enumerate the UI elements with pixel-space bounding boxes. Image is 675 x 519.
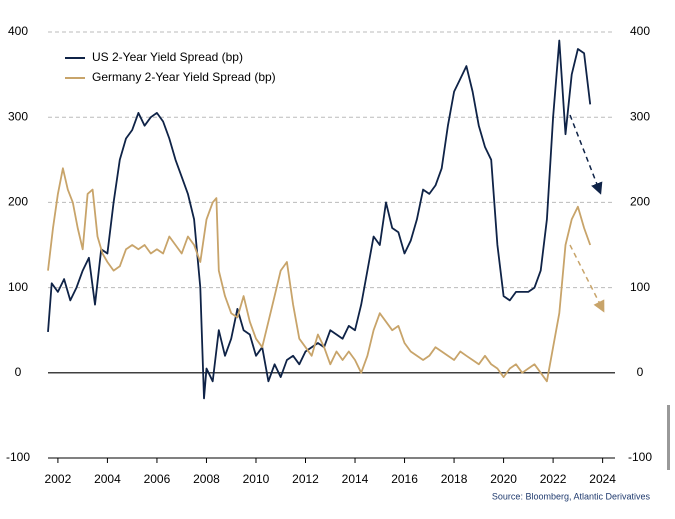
y-tick-label: 200 (8, 195, 28, 209)
y-tick-label: 300 (8, 109, 28, 123)
x-tick-label: 2006 (144, 472, 171, 486)
source-note: Source: Bloomberg, Atlantic Derivatives (492, 491, 651, 501)
x-tick-label: 2022 (540, 472, 567, 486)
x-tick-label: 2010 (243, 472, 270, 486)
forecast-arrow (569, 244, 605, 313)
y2-tick-label: 200 (630, 195, 650, 209)
y2-tick-label: 0 (637, 365, 644, 379)
legend-label: Germany 2-Year Yield Spread (bp) (92, 70, 276, 84)
legend-label: US 2-Year Yield Spread (bp) (92, 50, 243, 64)
x-tick-label: 2008 (193, 472, 220, 486)
x-tick-label: 2024 (589, 472, 616, 486)
forecast-arrow (569, 114, 603, 195)
x-tick-label: 2004 (94, 472, 121, 486)
decor-bar (667, 405, 670, 470)
x-tick-label: 2016 (391, 472, 418, 486)
y2-tick-label: 100 (630, 280, 650, 294)
y2-tick-label: 300 (630, 109, 650, 123)
y2-tick-label: 400 (630, 24, 650, 38)
x-tick-label: 2002 (45, 472, 72, 486)
series-line (47, 39, 592, 400)
y2-tick-label: -100 (628, 450, 652, 464)
y-tick-label: 400 (8, 24, 28, 38)
x-tick-label: 2012 (292, 472, 319, 486)
x-tick-label: 2020 (490, 472, 517, 486)
series-line (47, 167, 592, 383)
y-tick-label: 100 (8, 280, 28, 294)
x-tick-label: 2014 (342, 472, 369, 486)
y-tick-label: -100 (6, 450, 30, 464)
y-tick-label: 0 (15, 365, 22, 379)
x-tick-label: 2018 (441, 472, 468, 486)
